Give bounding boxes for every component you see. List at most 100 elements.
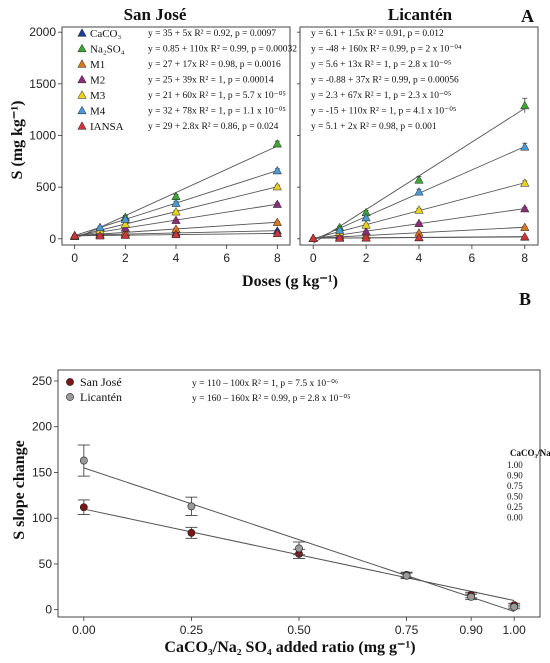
y-tick-label: 2000 (29, 25, 56, 39)
panel-label-a: A (521, 6, 534, 26)
data-point (187, 528, 196, 537)
legend-marker (66, 393, 74, 401)
equation-label: y = -48 + 160x R² = 0.99, p = 2 x 10⁻⁰⁴ (311, 44, 462, 55)
ratio-legend-value: 0.90 (507, 471, 523, 481)
panel-a-x-label: Doses (g kg⁻¹) (242, 273, 338, 290)
x-tick-label: 6 (223, 251, 230, 265)
san-jose-plot: 0 2 4 6 8 0 500 1000 1500 2000 CaCO₃ y = 35 + 5x R²… (29, 25, 297, 265)
legend-marker (77, 59, 87, 68)
data-point (467, 592, 476, 601)
legend-marker (77, 43, 87, 53)
y-tick-label: 100 (32, 511, 52, 525)
legend-marker (77, 74, 87, 84)
legend-label: M3 (90, 90, 106, 102)
ratio-legend-value: 0.25 (507, 502, 523, 512)
data-point (272, 181, 282, 191)
ratio-legend-title: CaCO₃/Na₂SO₄ (510, 448, 550, 458)
legend-label: San José (80, 375, 122, 389)
ratio-legend-value: 0.50 (507, 492, 523, 502)
equation-label: y = 25 + 39x R² = 1, p = 0.00014 (148, 76, 274, 86)
x-tick-label: 6 (469, 251, 476, 265)
data-point (272, 217, 282, 226)
data-point (171, 229, 181, 239)
data-point (520, 142, 530, 151)
y-tick-label: 200 (32, 420, 52, 434)
data-point (520, 100, 530, 110)
legend-label: M2 (90, 75, 105, 87)
ratio-legend-value: 0.75 (507, 481, 523, 491)
x-tick-label: 0 (71, 251, 78, 265)
data-point (95, 222, 105, 232)
data-point (361, 233, 371, 242)
data-point (414, 205, 424, 214)
plot-frame (57, 369, 541, 618)
y-tick-label: 150 (32, 465, 52, 479)
data-point (79, 503, 88, 512)
y-tick-label: 50 (39, 557, 53, 571)
data-point (361, 212, 371, 222)
data-point (120, 214, 130, 223)
legend-label: CaCO₃ (90, 28, 122, 40)
data-point (295, 544, 303, 553)
licanten-plot: 0 2 4 6 8 y = 6.1 + 1.5x R² = 0.91, p = 0.012… (297, 26, 539, 265)
legend-marker (66, 378, 74, 386)
equation-label: y = 27 + 17x R² = 0.98, p = 0.0016 (148, 60, 281, 70)
equation-label: y = 160 – 160x R² = 0.99, p = 2.8 x 10⁻⁰… (192, 393, 351, 404)
data-point (414, 232, 424, 242)
data-point (335, 233, 345, 242)
data-point (402, 571, 411, 580)
data-point (171, 198, 181, 207)
data-point (187, 502, 196, 511)
x-tick-label: 2 (122, 251, 129, 265)
data-point (272, 199, 282, 208)
data-point (520, 178, 530, 187)
legend-label: M4 (90, 106, 106, 118)
x-tick-label: 0 (310, 251, 317, 265)
equation-label: y = 29 + 2.8x R² = 0.86, p = 0.024 (148, 122, 279, 132)
data-point (510, 603, 519, 611)
legend-marker (77, 121, 87, 130)
panel-a-y-label: S (mg kg⁻¹) (9, 100, 26, 179)
data-point (95, 230, 105, 240)
x-tick-label: 8 (521, 251, 528, 265)
data-point (361, 220, 371, 229)
data-point (308, 233, 318, 242)
x-tick-label: 4 (173, 251, 180, 265)
legend-label: Licantén (80, 390, 122, 404)
y-tick-label: 0 (45, 603, 52, 617)
panel-b-y-label: S slope change (11, 440, 28, 540)
y-tick-label: 1000 (29, 128, 56, 142)
legend-label: M1 (90, 59, 105, 71)
x-tick-label: 0.90 (459, 623, 483, 637)
x-tick-label: 4 (416, 251, 423, 265)
equation-label: y = 2.3 + 67x R² = 1, p = 2.3 x 10⁻⁰⁵ (311, 90, 451, 101)
data-point (120, 230, 130, 239)
data-point (520, 222, 530, 231)
equation-label: y = 35 + 5x R² = 0.92, p = 0.0097 (148, 29, 276, 39)
ratio-legend-value: 0.00 (507, 513, 523, 523)
y-tick-label: 1500 (29, 77, 56, 91)
equation-label: y = 0.85 + 110x R² = 0.99, p = 0.00032 (148, 45, 297, 55)
x-tick-label: 0.50 (287, 623, 311, 637)
x-tick-label: 8 (274, 251, 281, 265)
equation-label: y = 6.1 + 1.5x R² = 0.91, p = 0.012 (311, 29, 444, 39)
x-tick-label: 2 (363, 251, 370, 265)
ratio-legend-value: 1.00 (507, 460, 523, 470)
data-point (520, 203, 530, 213)
y-tick-label: 500 (36, 180, 56, 194)
legend-label: Na₂SO₄ (90, 44, 125, 56)
data-point (272, 165, 282, 175)
equation-label: y = 5.1 + 2x R² = 0.98, p = 0.001 (311, 122, 437, 132)
data-point (414, 218, 424, 227)
data-point (414, 175, 424, 184)
y-tick-label: 250 (32, 374, 52, 388)
y-tick-label: 0 (49, 232, 56, 246)
equation-label: y = -0.88 + 37x R² = 0.99, p = 0.00056 (311, 76, 459, 86)
fit-line (83, 467, 515, 612)
equation-label: y = 110 – 100x R² = 1, p = 7.5 x 10⁻⁰⁶ (192, 378, 338, 389)
legend-marker (77, 90, 87, 99)
equation-label: y = 5.6 + 13x R² = 1, p = 2.8 x 10⁻⁰⁵ (311, 59, 451, 70)
licanten-title: Licantén (388, 5, 453, 24)
